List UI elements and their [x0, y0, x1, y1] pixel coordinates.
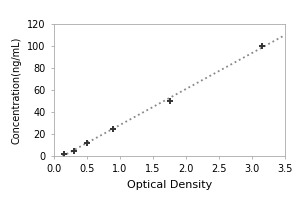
- Y-axis label: Concentration(ng/mL): Concentration(ng/mL): [12, 36, 22, 144]
- X-axis label: Optical Density: Optical Density: [127, 180, 212, 190]
